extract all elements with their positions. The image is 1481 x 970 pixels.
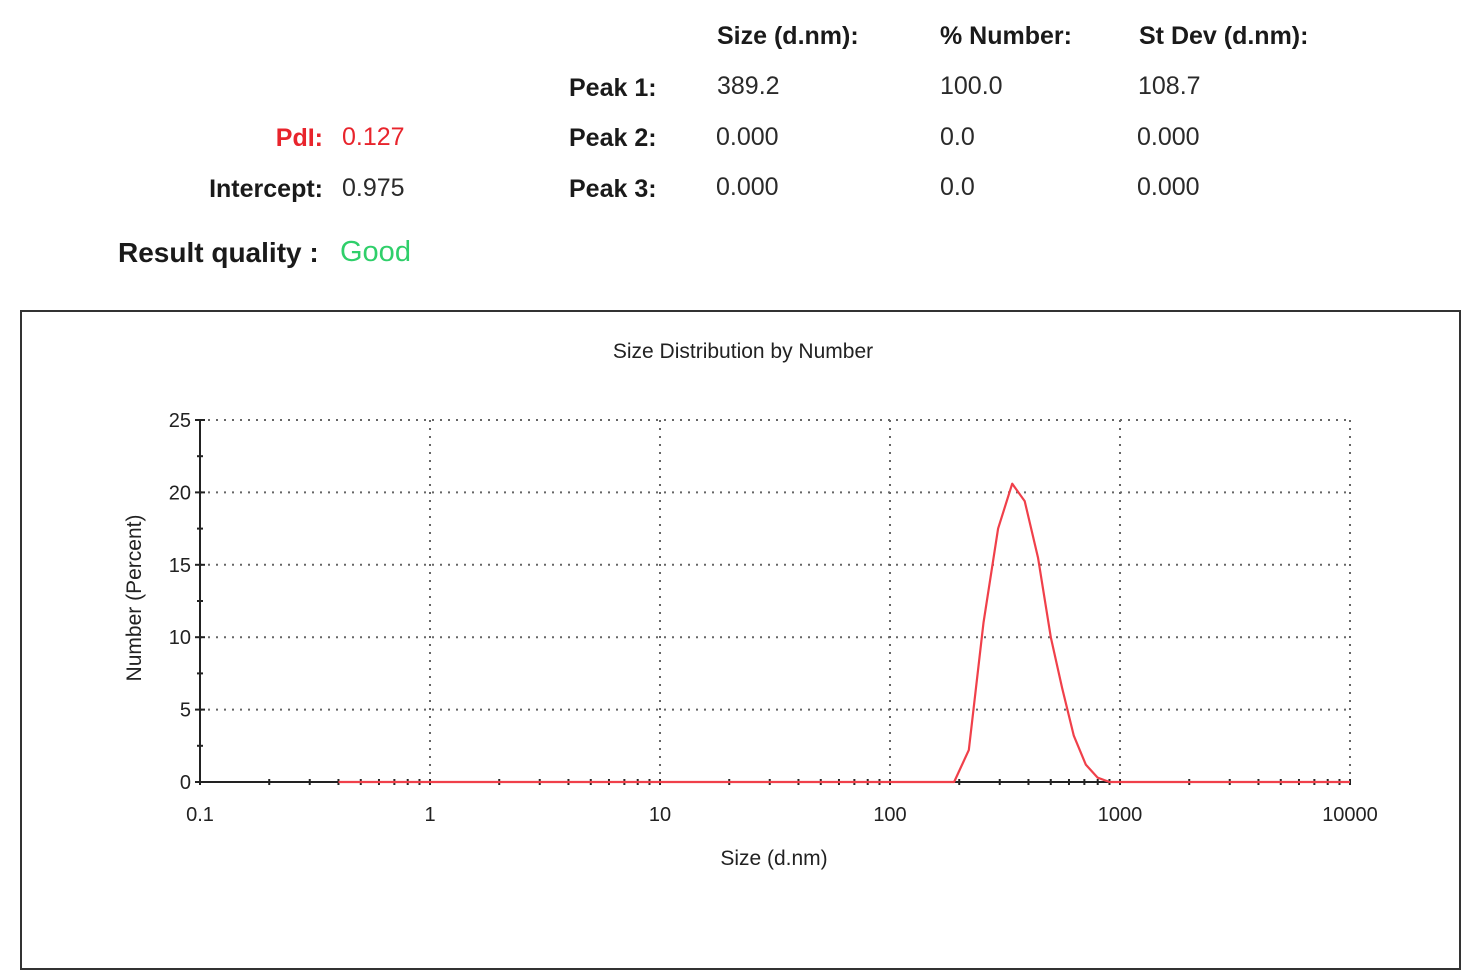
size-distribution-chart: Size Distribution by Number 0.1 1 10 100 100… — [123, 340, 1378, 870]
y-tick-label: 20 — [169, 482, 191, 504]
stdev-column-header: St Dev (d.nm): — [1139, 22, 1309, 50]
x-tick-label: 0.1 — [186, 804, 214, 826]
chart-panel: Size Distribution by Number 0.1 1 10 100 100… — [20, 310, 1461, 970]
peak-2-label: Peak 2: — [569, 124, 657, 152]
y-tick-label: 5 — [180, 700, 191, 722]
y-axis-label: Number (Percent) — [123, 515, 146, 682]
size-column-header: Size (d.nm): — [717, 22, 859, 50]
y-tick-label: 0 — [180, 772, 191, 794]
peak-3-number: 0.0 — [940, 173, 975, 201]
x-tick-label: 10 — [649, 804, 671, 826]
x-axis-label: Size (d.nm) — [720, 847, 827, 870]
y-tick-label: 25 — [169, 410, 191, 432]
pdi-label: PdI: — [275, 124, 323, 152]
intercept-label: Intercept: — [209, 175, 323, 203]
peak-1-number: 100.0 — [940, 72, 1003, 100]
chart-title: Size Distribution by Number — [613, 340, 873, 363]
x-tick-label: 100 — [873, 804, 906, 826]
peak-2-stdev: 0.000 — [1137, 123, 1200, 151]
peak-3-stdev: 0.000 — [1137, 173, 1200, 201]
result-quality-value: Good — [340, 236, 411, 268]
x-tick-label: 1000 — [1098, 804, 1143, 826]
y-tick-label: 10 — [169, 627, 191, 649]
axes: 0.1 1 10 100 1000 10000 0 5 10 15 20 25 — [169, 410, 1378, 826]
peak-1-stdev: 108.7 — [1138, 72, 1201, 100]
peak-1-label: Peak 1: — [569, 74, 657, 102]
peak-2-number: 0.0 — [940, 123, 975, 151]
distribution-curve — [338, 482, 1350, 784]
y-tick-label: 15 — [169, 555, 191, 577]
number-column-header: % Number: — [940, 22, 1072, 50]
peak-2-size: 0.000 — [716, 123, 779, 151]
peak-1-size: 389.2 — [717, 72, 780, 100]
peak-3-label: Peak 3: — [569, 175, 657, 203]
series — [338, 482, 1350, 784]
x-tick-label: 1 — [424, 804, 435, 826]
intercept-value: 0.975 — [342, 174, 405, 202]
x-tick-label: 10000 — [1322, 804, 1378, 826]
result-quality-label: Result quality : — [118, 237, 319, 268]
peak-3-size: 0.000 — [716, 173, 779, 201]
pdi-value: 0.127 — [342, 123, 405, 151]
grid — [200, 419, 1351, 782]
